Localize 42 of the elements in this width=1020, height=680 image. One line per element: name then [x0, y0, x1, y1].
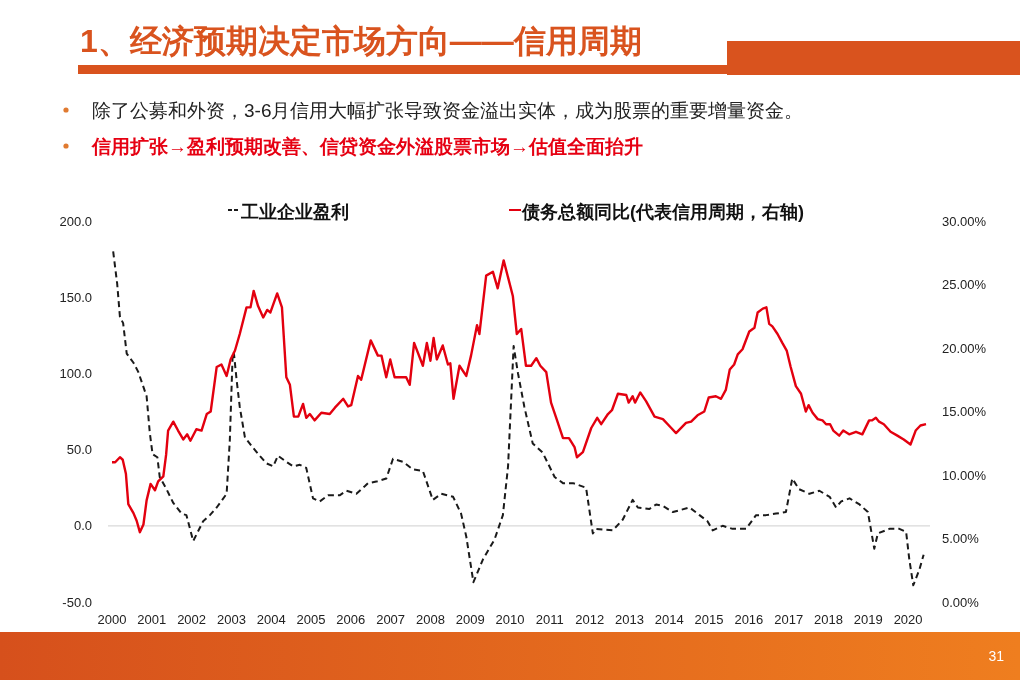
x-tick-label: 2003	[216, 612, 246, 627]
y2-tick-label: 10.00%	[942, 467, 987, 483]
line-series	[112, 250, 925, 587]
y-tick-label: 150.0	[59, 289, 92, 305]
x-tick-label: 2001	[137, 612, 167, 627]
y-tick-label: 0.0	[73, 518, 92, 534]
x-tick-label: 2019	[853, 612, 883, 627]
x-tick-label: 2016	[734, 612, 764, 627]
x-tick-label: 2018	[814, 612, 843, 627]
x-tick-label: 2014	[654, 612, 684, 627]
x-tick-label: 2005	[296, 612, 326, 627]
y2-tick-label: 15.00%	[942, 404, 987, 419]
x-tick-label: 2011	[535, 612, 564, 627]
legend-label: 工业企业盈利	[240, 202, 349, 222]
x-tick-label: 2006	[336, 612, 366, 627]
x-tick-label: 2013	[615, 612, 644, 627]
y2-tick-label: 25.00%	[942, 277, 987, 292]
y-tick-label: 200.0	[59, 213, 92, 229]
x-tick-label: 2009	[455, 612, 485, 627]
y-tick-label: 50.0	[66, 442, 92, 458]
y-tick-label: 100.0	[59, 365, 92, 381]
y2-tick-label: 0.00%	[942, 594, 980, 610]
line-series	[110, 259, 928, 534]
x-tick-label: 2020	[893, 612, 923, 627]
chart-subtitle: 除了公募和外资，3-6月信用大幅扩张导致资金溢出实体，成为股票的重要增量资金。	[92, 100, 804, 121]
text: 31	[988, 648, 1005, 664]
text: 信用扩张→盈利预期改善、信贷资金外溢股票市场→估值全面抬升	[91, 136, 643, 157]
legend-label: 债务总额同比(代表信用周期，右轴)	[521, 202, 804, 222]
x-tick-label: 2012	[575, 612, 605, 627]
y2-tick-label: 20.00%	[942, 340, 987, 356]
x-tick-label: 2008	[415, 612, 445, 627]
x-tick-label: 2000	[97, 612, 127, 627]
x-tick-label: 2010	[495, 612, 525, 627]
y-tick-label: -50.0	[62, 594, 92, 610]
x-tick-label: 2002	[177, 612, 207, 627]
x-tick-label: 2017	[774, 612, 804, 627]
x-tick-label: 2007	[376, 612, 406, 627]
x-tick-label: 2015	[694, 612, 724, 627]
x-tick-label: 2004	[256, 612, 286, 627]
chart-title: 1、经济预期决定市场方向——信用周期	[80, 23, 642, 59]
y2-tick-label: 30.00%	[942, 213, 987, 229]
y2-tick-label: 5.00%	[942, 531, 980, 546]
